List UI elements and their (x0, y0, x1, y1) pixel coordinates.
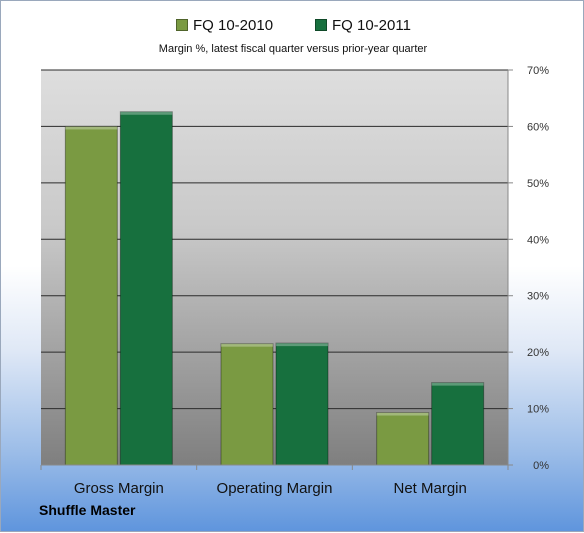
legend-item-2010: FQ 10-2010 (176, 15, 273, 35)
legend-swatch-2011 (315, 19, 327, 31)
bar-2010 (64, 125, 118, 466)
x-category-label: Operating Margin (217, 480, 333, 497)
y-tick-label: 60% (527, 121, 549, 133)
y-tick-label: 70% (527, 65, 549, 77)
brand-label: Shuffle Master (39, 502, 136, 518)
bar-top-highlight (120, 111, 173, 115)
chart-subtitle: Margin %, latest fiscal quarter versus p… (158, 43, 428, 55)
y-tick-label: 50% (527, 178, 549, 190)
bar-2011 (275, 342, 329, 466)
y-tick-label: 40% (527, 234, 549, 246)
legend-label-2010: FQ 10-2010 (193, 16, 274, 34)
bar-top-highlight (276, 343, 328, 347)
bar-2010 (220, 343, 274, 466)
bar-top-highlight (376, 412, 429, 416)
bar-top-highlight (431, 382, 484, 386)
legend-swatch-2010 (176, 19, 188, 31)
legend-item-2011: FQ 10-2011 (315, 15, 411, 35)
bar-top-highlight (65, 126, 118, 130)
bar-2011 (431, 382, 485, 466)
y-tick-label: 10% (527, 404, 549, 416)
plot-area (41, 70, 508, 465)
legend-label-2011: FQ 10-2011 (332, 16, 411, 34)
x-category-label: Net Margin (393, 480, 466, 497)
y-tick-label: 0% (533, 460, 549, 472)
y-tick-label: 20% (527, 347, 549, 359)
y-tick-label: 30% (527, 291, 549, 303)
bar-top-highlight (221, 343, 273, 347)
bar-2010 (376, 412, 430, 466)
bar-2011 (119, 111, 173, 466)
x-category-label: Gross Margin (74, 480, 164, 497)
